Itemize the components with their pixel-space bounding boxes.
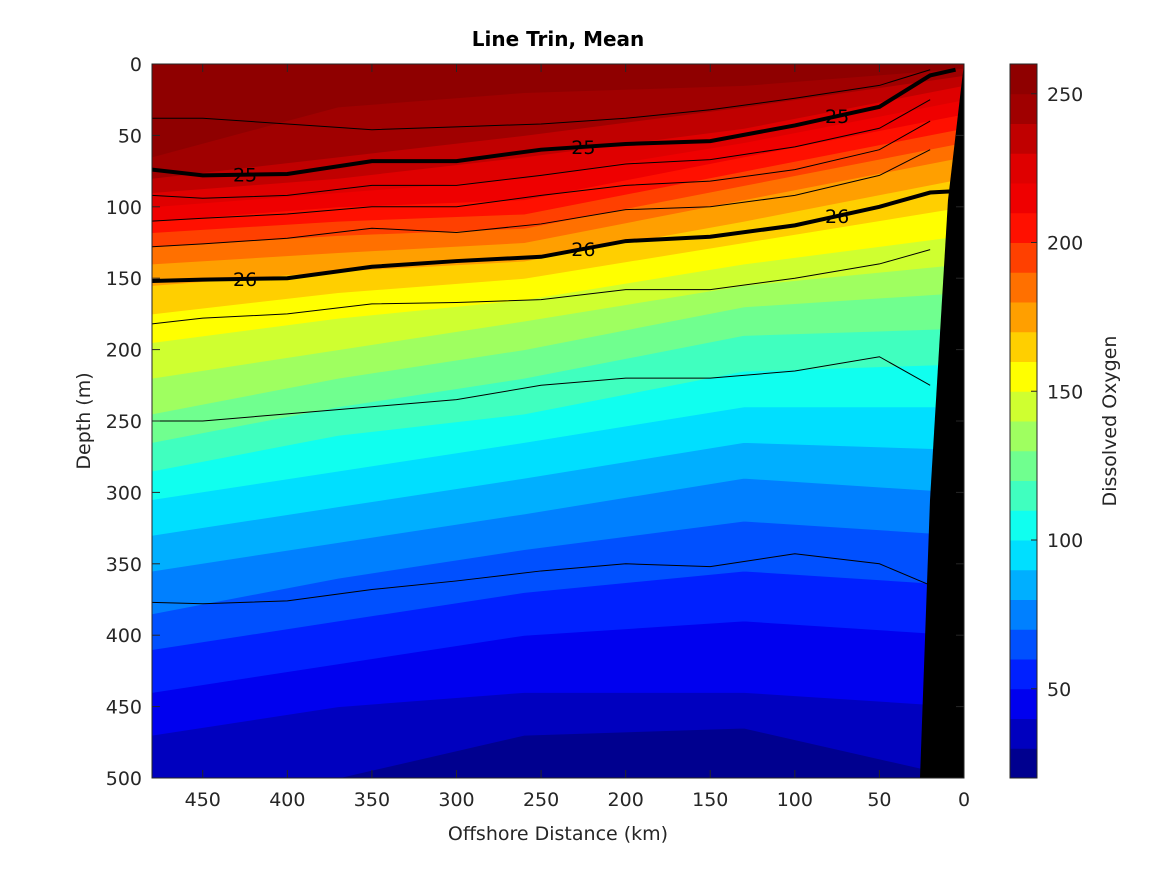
colorbar-swatch	[1010, 718, 1037, 749]
contour-label: 26	[571, 239, 595, 261]
x-tick-label: 100	[777, 789, 813, 811]
colorbar-swatch	[1010, 629, 1037, 660]
x-tick-label: 400	[269, 789, 305, 811]
x-tick-label: 350	[354, 789, 390, 811]
density-contour	[152, 69, 931, 131]
colorbar-tick-label: 200	[1047, 233, 1083, 255]
density-contour	[152, 249, 931, 325]
y-tick-label: 200	[106, 340, 142, 362]
contour-label: 26	[825, 206, 849, 228]
contour-label: 26	[233, 269, 257, 291]
y-tick-label: 350	[106, 554, 142, 576]
colorbar-tick-label: 250	[1047, 84, 1083, 106]
colorbar-swatch	[1010, 688, 1037, 719]
colorbar-swatch	[1010, 421, 1037, 452]
seafloor	[920, 64, 964, 778]
x-tick-label: 150	[692, 789, 728, 811]
y-axis-label: Depth (m)	[73, 372, 95, 469]
colorbar-box	[1009, 63, 1038, 779]
y-tick-label: 100	[106, 197, 142, 219]
density-contour	[152, 553, 931, 605]
density-contour	[152, 120, 931, 222]
band	[152, 64, 964, 158]
colorbar-swatch	[1010, 93, 1037, 124]
density-contour	[152, 189, 956, 284]
density-contour	[152, 149, 931, 248]
density-contour	[152, 99, 931, 199]
colorbar-swatch	[1010, 331, 1037, 362]
y-tick-label: 450	[106, 697, 142, 719]
colorbar-swatch	[1010, 361, 1037, 392]
colorbar-swatch	[1010, 272, 1037, 303]
x-tick-label: 200	[608, 789, 644, 811]
x-tick-label: 300	[438, 789, 474, 811]
colorbar-swatch	[1010, 123, 1037, 154]
colorbar-swatch	[1010, 153, 1037, 184]
colorbar-swatch	[1010, 748, 1037, 779]
contour-label: 25	[825, 106, 849, 128]
x-tick-label: 50	[867, 789, 891, 811]
colorbar-swatch	[1010, 569, 1037, 600]
colorbar-swatch	[1010, 480, 1037, 511]
x-tick-label: 450	[185, 789, 221, 811]
density-contour	[152, 67, 956, 178]
contour-label: 25	[233, 165, 257, 187]
colorbar-swatch	[1010, 391, 1037, 422]
colorbar-swatch	[1010, 540, 1037, 571]
y-tick-label: 400	[106, 625, 142, 647]
density-contour	[152, 356, 931, 422]
contour-label: 25	[571, 137, 595, 159]
colorbar-swatch	[1010, 212, 1037, 243]
colorbar-swatch	[1010, 242, 1037, 273]
y-tick-label: 0	[130, 54, 142, 76]
y-tick-label: 150	[106, 268, 142, 290]
colorbar-tick-label: 150	[1047, 381, 1083, 403]
axes: 450 400 350 300 250 200 150 100 50 00501001502002…	[106, 54, 1084, 811]
density-contours: 25 25 25 26 26 26	[152, 67, 956, 605]
colorbar-label: Dissolved Oxygen	[1099, 336, 1121, 507]
chart-title: Line Trin, Mean	[472, 27, 645, 51]
colorbar-swatch	[1010, 659, 1037, 690]
colorbar-tick-label: 100	[1047, 530, 1083, 552]
y-tick-label: 300	[106, 482, 142, 504]
x-axis-label: Offshore Distance (km)	[448, 823, 668, 845]
colorbar-swatch	[1010, 510, 1037, 541]
y-tick-label: 250	[106, 411, 142, 433]
colorbar-tick-label: 50	[1047, 679, 1071, 701]
y-tick-label: 50	[118, 125, 142, 147]
x-tick-label: 250	[523, 789, 559, 811]
colorbar-swatch	[1010, 450, 1037, 481]
colorbar-swatch	[1010, 64, 1037, 95]
colorbar-swatch	[1010, 302, 1037, 333]
colorbar-swatch	[1010, 183, 1037, 214]
field	[152, 64, 964, 778]
y-tick-label: 500	[106, 768, 142, 790]
colorbar-swatch	[1010, 599, 1037, 630]
x-tick-label: 0	[958, 789, 970, 811]
